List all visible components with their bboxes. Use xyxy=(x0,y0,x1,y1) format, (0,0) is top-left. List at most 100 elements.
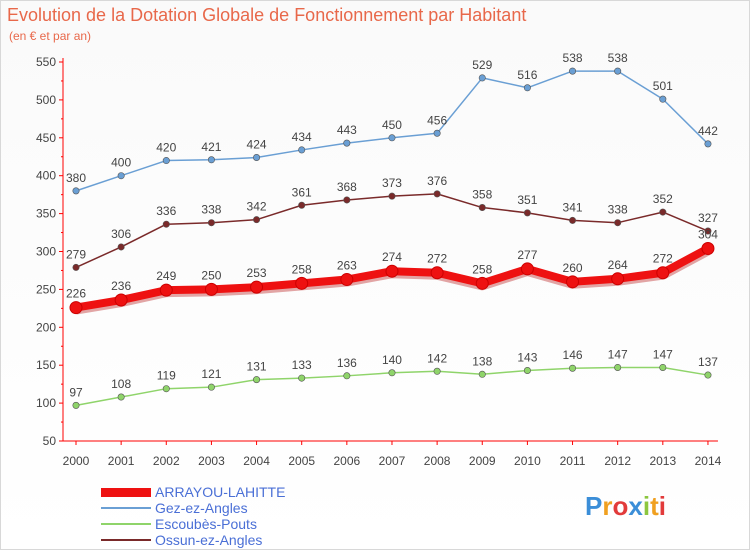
x-tick-label: 2005 xyxy=(288,454,315,468)
x-tick-label: 2010 xyxy=(514,454,541,468)
data-label: 263 xyxy=(337,259,357,273)
x-tick-label: 2006 xyxy=(333,454,360,468)
data-point xyxy=(72,187,80,195)
legend-item-ossun[interactable]: Ossun-ez-Angles xyxy=(101,532,285,548)
data-label: 279 xyxy=(66,247,86,261)
data-point xyxy=(253,216,261,224)
data-label: 341 xyxy=(563,200,583,214)
logo-letter: x xyxy=(628,491,643,521)
data-label: 421 xyxy=(201,140,221,154)
data-point xyxy=(343,139,351,147)
legend-item-escoubes[interactable]: Escoubès-Pouts xyxy=(101,516,285,532)
x-tick-label: 2009 xyxy=(469,454,496,468)
y-tick-label: 250 xyxy=(36,282,56,296)
data-point xyxy=(569,364,577,372)
data-point xyxy=(614,363,622,371)
data-point xyxy=(207,219,215,227)
data-label: 272 xyxy=(427,252,447,266)
data-label: 424 xyxy=(247,138,267,152)
data-point xyxy=(569,216,577,224)
legend-item-arrayou[interactable]: ARRAYOU-LAHITTE xyxy=(101,484,285,500)
data-label: 501 xyxy=(653,79,673,93)
legend-item-gez[interactable]: Gez-ez-Angles xyxy=(101,500,285,516)
data-label: 142 xyxy=(427,351,447,365)
data-point xyxy=(385,264,399,278)
data-label: 236 xyxy=(111,279,131,293)
legend: ARRAYOU-LAHITTE Gez-ez-Angles Escoubès-P… xyxy=(101,484,285,548)
legend-swatch xyxy=(101,507,151,509)
data-point xyxy=(298,146,306,154)
data-label: 272 xyxy=(653,252,673,266)
data-label: 516 xyxy=(517,68,537,82)
data-label: 351 xyxy=(517,193,537,207)
data-label: 131 xyxy=(247,360,267,374)
legend-swatch xyxy=(101,539,151,541)
x-tick-label: 2007 xyxy=(379,454,406,468)
legend-label: Ossun-ez-Angles xyxy=(155,532,263,548)
data-point xyxy=(72,263,80,271)
data-label: 253 xyxy=(247,266,267,280)
x-tick-label: 2013 xyxy=(649,454,676,468)
x-tick-label: 2011 xyxy=(560,454,586,468)
data-label: 306 xyxy=(111,227,131,241)
data-label: 456 xyxy=(427,113,447,127)
data-point xyxy=(704,227,712,235)
data-label: 538 xyxy=(608,51,628,65)
data-point xyxy=(701,241,715,255)
data-label: 147 xyxy=(608,347,628,361)
data-point xyxy=(117,393,125,401)
x-tick-label: 2001 xyxy=(108,454,135,468)
data-point xyxy=(207,156,215,164)
logo-letter: r xyxy=(602,491,613,521)
data-label: 380 xyxy=(66,171,86,185)
data-label: 146 xyxy=(563,348,583,362)
logo-letter: t xyxy=(650,491,659,521)
data-point xyxy=(388,134,396,142)
data-point xyxy=(659,363,667,371)
data-label: 119 xyxy=(157,369,176,383)
data-label: 258 xyxy=(472,262,492,276)
data-label: 140 xyxy=(382,353,402,367)
data-point xyxy=(117,243,125,251)
data-point xyxy=(159,283,173,297)
data-point xyxy=(614,67,622,75)
data-point xyxy=(659,208,667,216)
data-label: 336 xyxy=(156,204,176,218)
y-tick-label: 150 xyxy=(36,358,56,372)
data-label: 137 xyxy=(698,355,718,369)
data-point xyxy=(343,196,351,204)
y-tick-label: 400 xyxy=(36,169,56,183)
data-point xyxy=(523,84,531,92)
data-point xyxy=(298,374,306,382)
data-label: 147 xyxy=(653,347,673,361)
chart-title: Evolution de la Dotation Globale de Fonc… xyxy=(7,5,527,25)
x-tick-label: 2002 xyxy=(153,454,180,468)
data-label: 538 xyxy=(563,51,583,65)
y-tick-label: 200 xyxy=(36,320,56,334)
legend-swatch xyxy=(101,523,151,525)
data-label: 358 xyxy=(472,188,492,202)
data-point xyxy=(204,282,218,296)
data-point xyxy=(433,190,441,198)
data-label: 260 xyxy=(563,261,583,275)
data-label: 250 xyxy=(201,268,221,282)
data-label: 338 xyxy=(201,203,221,217)
y-tick-label: 500 xyxy=(36,93,56,107)
logo-letter: P xyxy=(585,491,603,521)
data-label: 434 xyxy=(292,130,312,144)
data-point xyxy=(340,273,354,287)
data-point xyxy=(388,369,396,377)
data-label: 258 xyxy=(292,262,312,276)
data-point xyxy=(207,383,215,391)
data-point xyxy=(659,95,667,103)
data-point xyxy=(478,370,486,378)
data-label: 338 xyxy=(608,203,628,217)
legend-label: Gez-ez-Angles xyxy=(155,500,248,516)
data-label: 443 xyxy=(337,123,357,137)
proxiti-logo: Proxiti xyxy=(585,491,666,522)
y-tick-label: 100 xyxy=(36,396,56,410)
legend-label: Escoubès-Pouts xyxy=(155,516,257,532)
plot-area: 50 100 150 200 250 300 350 400 450 500 550 2000 2001… xyxy=(36,51,722,468)
data-label: 373 xyxy=(382,176,402,190)
y-tick-label: 300 xyxy=(36,245,56,259)
